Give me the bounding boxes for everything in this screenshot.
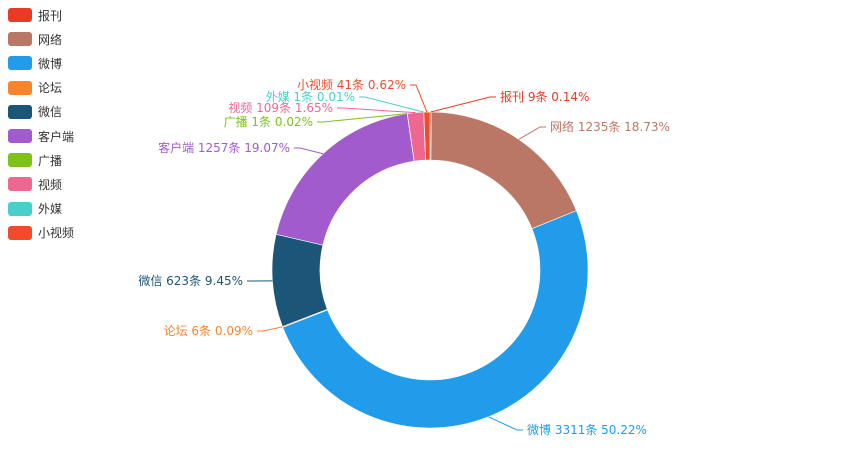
legend-item-广播[interactable]: 广播 xyxy=(8,148,74,172)
legend-swatch xyxy=(8,177,32,192)
leader-line-微博 xyxy=(488,416,523,431)
legend-label: 小视频 xyxy=(38,226,75,241)
slices-layer xyxy=(271,111,589,429)
donut-slice-小视频[interactable] xyxy=(423,111,431,161)
leader-line-论坛 xyxy=(257,326,283,332)
legend-label: 报刊 xyxy=(38,8,63,23)
legend-label: 微博 xyxy=(38,56,63,71)
data-label-客户端: 客户端 1257条 19.07% xyxy=(158,140,290,155)
data-label-外媒: 外媒 1条 0.01% xyxy=(266,90,355,104)
legend-label: 外媒 xyxy=(38,202,63,217)
legend-swatch xyxy=(8,201,32,216)
legend-swatch xyxy=(8,8,32,23)
chart-legend: 报刊 网络 微博 论坛 微信 客户端 广播 视频 外媒 小视频 xyxy=(8,3,74,245)
legend-item-微信[interactable]: 微信 xyxy=(8,100,74,124)
donut-slice-微博[interactable] xyxy=(282,210,589,429)
leader-line-外媒 xyxy=(359,96,424,113)
legend-label: 客户端 xyxy=(38,129,75,144)
data-label-微信: 微信 623条 9.45% xyxy=(138,274,243,288)
leader-line-报刊 xyxy=(430,96,496,113)
legend-label: 论坛 xyxy=(38,81,63,96)
leader-line-广播 xyxy=(317,113,408,123)
legend-item-报刊[interactable]: 报刊 xyxy=(8,3,74,27)
data-label-网络: 网络 1235条 18.73% xyxy=(550,119,670,134)
data-label-广播: 广播 1条 0.02% xyxy=(224,115,313,129)
legend-item-客户端[interactable]: 客户端 xyxy=(8,124,74,148)
data-label-视频: 视频 109条 1.65% xyxy=(228,100,333,115)
legend-item-微博[interactable]: 微博 xyxy=(8,51,74,75)
legend-swatch xyxy=(8,225,32,240)
legend-label: 微信 xyxy=(38,105,63,120)
legend-item-网络[interactable]: 网络 xyxy=(8,27,74,51)
legend-label: 视频 xyxy=(38,177,63,192)
legend-item-外媒[interactable]: 外媒 xyxy=(8,197,74,221)
legend-label: 网络 xyxy=(38,32,63,47)
legend-swatch xyxy=(8,32,32,47)
leader-line-网络 xyxy=(518,126,546,140)
legend-swatch xyxy=(8,104,32,119)
data-label-小视频: 小视频 41条 0.62% xyxy=(297,77,406,92)
donut-slice-微信[interactable] xyxy=(271,233,328,327)
legend-item-论坛[interactable]: 论坛 xyxy=(8,76,74,100)
legend-swatch xyxy=(8,80,32,95)
legend-swatch xyxy=(8,129,32,144)
donut-slice-客户端[interactable] xyxy=(275,113,415,246)
legend-swatch xyxy=(8,56,32,71)
legend-label: 广播 xyxy=(38,153,63,168)
labels-layer: 报刊 9条 0.14% 网络 1235条 18.73% 微博 3311条 50.22… xyxy=(138,77,670,437)
data-label-微博: 微博 3311条 50.22% xyxy=(527,422,647,437)
legend-item-小视频[interactable]: 小视频 xyxy=(8,221,74,245)
leader-line-客户端 xyxy=(294,147,324,155)
legend-item-视频[interactable]: 视频 xyxy=(8,172,74,196)
legend-swatch xyxy=(8,153,32,168)
data-label-报刊: 报刊 9条 0.14% xyxy=(500,89,589,104)
leader-line-小视频 xyxy=(410,84,428,113)
leader-line-视频 xyxy=(337,107,416,114)
data-label-论坛: 论坛 6条 0.09% xyxy=(164,324,253,338)
